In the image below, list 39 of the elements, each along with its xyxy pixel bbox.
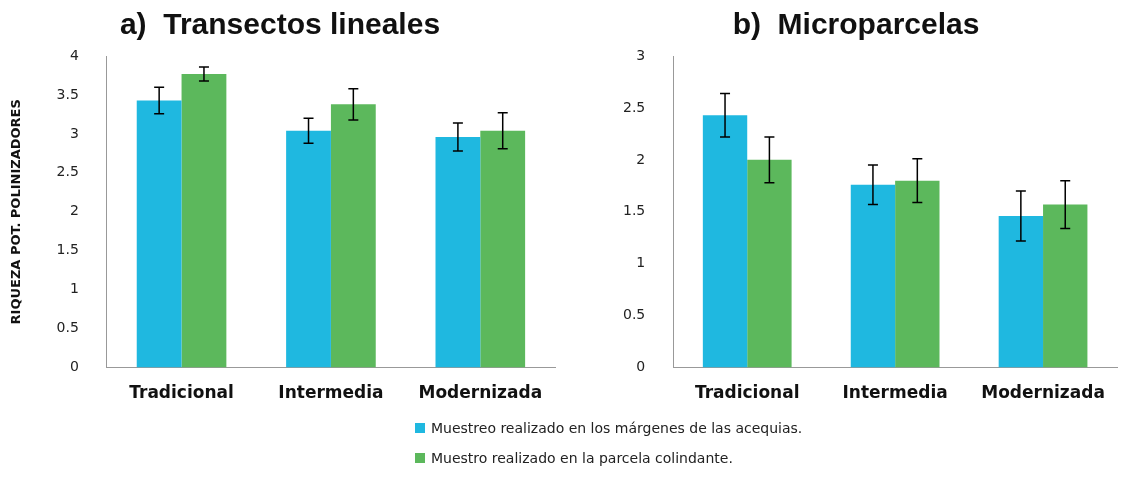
- x-tick-label: Modernizada: [981, 382, 1105, 403]
- chart-title: a) Transectos lineales: [119, 7, 441, 41]
- bar: [747, 159, 792, 368]
- y-tick-label: 2.5: [623, 98, 646, 115]
- y-tick-label: 1: [636, 254, 646, 271]
- bar: [435, 137, 481, 368]
- bar: [1043, 204, 1088, 368]
- bar: [330, 104, 376, 368]
- y-tick-label: 1: [69, 280, 79, 297]
- y-tick-label: 0: [69, 358, 79, 375]
- y-tick-label: 3.5: [56, 85, 79, 102]
- x-tick-label: Tradicional: [129, 382, 234, 403]
- y-tick-label: 2.5: [56, 163, 79, 180]
- y-tick-label: 2: [69, 202, 79, 219]
- bar: [998, 215, 1044, 368]
- x-tick-label: Tradicional: [694, 382, 800, 403]
- bar: [850, 184, 896, 368]
- x-tick-label: Intermedia: [842, 382, 948, 403]
- y-tick-label: 4: [69, 46, 79, 63]
- legend-label: Muestro realizado en la parcela colindante.: [431, 450, 733, 466]
- y-tick-label: 0.5: [623, 306, 646, 323]
- y-tick-label: 1.5: [56, 241, 79, 258]
- y-tick-label: 3: [69, 124, 79, 141]
- y-tick-label: 3: [636, 46, 646, 63]
- y-tick-label: 0: [636, 358, 646, 375]
- y-axis-title: RIQUEZA POT. POLINIZADORES: [8, 99, 24, 325]
- bar: [286, 130, 331, 368]
- y-tick-label: 1.5: [623, 202, 646, 219]
- bar: [480, 130, 526, 368]
- chart-title: b) Microparcelas: [732, 7, 980, 41]
- bar: [136, 100, 182, 368]
- bar: [181, 73, 227, 368]
- x-tick-label: Intermedia: [278, 382, 384, 403]
- y-tick-label: 0.5: [56, 319, 79, 336]
- bar: [702, 115, 748, 368]
- legend-label: Muestreo realizado en los márgenes de las acequias.: [431, 420, 803, 436]
- x-tick-label: Modernizada: [418, 382, 543, 403]
- y-tick-label: 2: [636, 150, 646, 167]
- bar: [895, 180, 940, 368]
